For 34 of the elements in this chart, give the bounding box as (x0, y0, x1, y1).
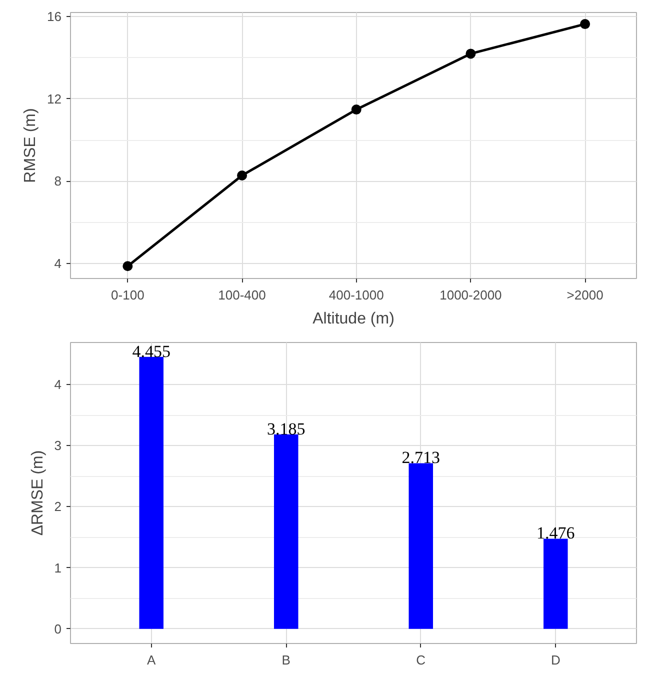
y-axis-title: ΔRMSE (m) (29, 450, 46, 536)
y-tick-label: 4 (54, 377, 62, 392)
point (466, 48, 476, 59)
x-tick-label: 400-1000 (328, 288, 384, 302)
x-tick-label: D (550, 652, 560, 668)
y-tick-label: 2 (54, 499, 62, 514)
x-tick-label: A (147, 652, 156, 668)
y-tick-label: 8 (54, 174, 62, 189)
y-tick-label: 3 (54, 438, 62, 454)
bar (274, 434, 298, 629)
data-label: 4.455 (132, 342, 170, 361)
point (237, 170, 248, 180)
point (351, 104, 362, 115)
data-label: 1.476 (536, 524, 575, 543)
bar (544, 538, 568, 629)
x-tick-label: C (416, 652, 426, 668)
y-tick-label: 4 (54, 256, 62, 272)
y-tick-label: 1 (54, 560, 62, 576)
x-tick-label: >2000 (566, 288, 604, 302)
point (122, 261, 133, 272)
x-tick-label: 100-400 (218, 288, 266, 302)
x-tick-label: B (282, 652, 290, 668)
y-axis-title: RMSE (m) (22, 108, 40, 183)
x-tick-label: 1000-2000 (440, 288, 502, 302)
y-tick-label: 12 (47, 91, 62, 106)
data-label: 2.713 (402, 448, 440, 468)
data-label: 3.185 (266, 419, 306, 438)
x-axis-title: Altitude (m) (312, 310, 394, 328)
bar (408, 463, 434, 629)
y-tick-label: 0 (54, 621, 62, 636)
bar (139, 356, 164, 629)
point (580, 19, 590, 30)
y-tick-label: 16 (47, 8, 62, 24)
x-tick-label: 0-100 (111, 288, 144, 302)
